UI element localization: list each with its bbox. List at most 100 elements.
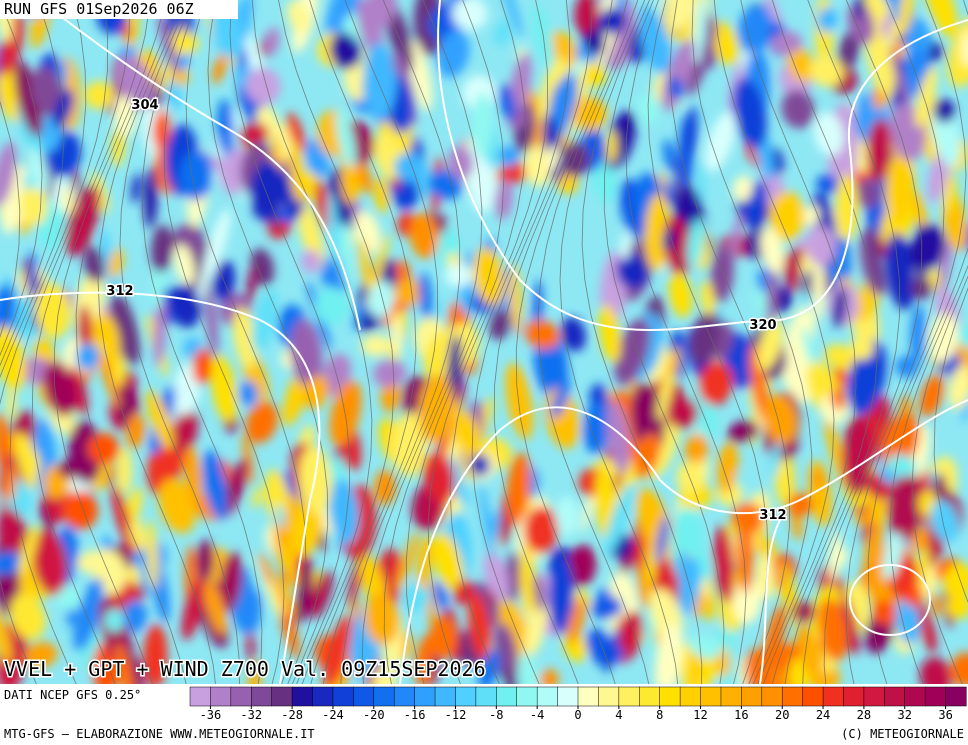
field-cell [0, 449, 10, 499]
colorbar-tick-label: 12 [693, 708, 707, 722]
colorbar-tick-label: -4 [530, 708, 544, 722]
field-cell [691, 379, 718, 442]
colorbar-swatch [312, 686, 334, 707]
field-cell [192, 348, 213, 385]
field-cell [865, 23, 896, 96]
field-cell [448, 145, 474, 180]
field-cell [755, 553, 776, 600]
field-cell [620, 231, 631, 261]
field-cell [76, 550, 111, 573]
streamline [691, 0, 813, 684]
field-cell [760, 227, 785, 274]
field-cell [919, 374, 945, 417]
field-cell [204, 580, 227, 636]
field-cell [57, 457, 89, 479]
field-cell [519, 544, 536, 616]
streamline [0, 101, 21, 339]
field-cell [75, 343, 100, 370]
colorbar-tick-label: 28 [857, 708, 871, 722]
colorbar-tick-label: 8 [656, 708, 663, 722]
streamline [207, 0, 329, 684]
field-cell [181, 577, 206, 641]
field-cell [358, 238, 371, 289]
streamline [340, 0, 461, 684]
field-cell [872, 599, 898, 626]
field-cell [70, 366, 88, 416]
field-cell [850, 336, 874, 360]
field-cell [281, 543, 298, 589]
field-cell [700, 280, 715, 317]
field-cell [143, 624, 168, 684]
field-cell [505, 551, 521, 602]
streamline [625, 0, 747, 684]
field-cell [496, 161, 531, 185]
field-cell [604, 482, 635, 557]
streamline [405, 0, 527, 684]
field-cell [713, 525, 735, 604]
field-cell [290, 319, 323, 389]
colorbar-swatch [720, 686, 742, 707]
field-cell [801, 326, 816, 366]
run-box [0, 0, 238, 19]
field-cell [104, 608, 124, 633]
streamline [0, 0, 109, 684]
field-cell [687, 218, 705, 270]
contour-line [437, 0, 968, 331]
field-cell [937, 236, 953, 300]
footer-left: MTG-GFS — ELABORAZIONE WWW.METEOGIORNALE… [4, 727, 315, 741]
contour-line [39, 0, 361, 331]
field-cell [733, 175, 753, 202]
field-cell [27, 147, 49, 194]
colorbar-tick-label: -16 [404, 708, 426, 722]
field-cell [447, 334, 463, 403]
colorbar-swatch [884, 686, 906, 707]
streamline [383, 0, 505, 684]
field-cell [493, 20, 512, 47]
field-cell [116, 447, 133, 494]
field-cell [915, 601, 937, 653]
field-cell [361, 334, 391, 357]
field-cell [394, 152, 425, 182]
field-cell [690, 309, 720, 365]
field-cell [138, 562, 154, 596]
field-cell [518, 651, 540, 684]
field-cell [238, 380, 258, 407]
field-cell [867, 222, 886, 298]
field-cell [245, 67, 281, 105]
field-cell [73, 578, 104, 651]
streamline [309, 0, 417, 684]
streamline [559, 0, 679, 684]
field-cell [19, 187, 48, 225]
field-cell [78, 304, 93, 354]
field-cell [335, 109, 357, 169]
contour-label: 304 [131, 98, 158, 113]
field-cell [561, 317, 586, 352]
colorbar-swatch [924, 686, 947, 707]
map [0, 0, 968, 684]
streamline [515, 0, 628, 684]
field-cell [222, 458, 248, 517]
field-cell [668, 271, 693, 318]
colorbar-tick-label: 16 [734, 708, 748, 722]
field-cell [818, 598, 848, 662]
run-label: RUN GFS 01Sep2026 06Z [4, 0, 194, 18]
field-cell [479, 483, 495, 559]
colorbar-swatch [802, 686, 824, 707]
colorbar-swatch [434, 686, 457, 707]
colorbar-swatch [516, 686, 538, 707]
field-cell [666, 396, 699, 429]
field-cell [955, 335, 968, 391]
field-cell [696, 157, 706, 208]
streamline [603, 0, 725, 684]
streamline [889, 264, 968, 684]
field-cell [538, 56, 568, 123]
streamline [581, 0, 703, 684]
field-cell [644, 193, 671, 272]
contour-label: 320 [749, 318, 776, 333]
field-cell [727, 420, 759, 443]
field-cell [309, 570, 333, 619]
field-cell [636, 93, 661, 124]
field-cell [774, 285, 792, 313]
field-cell [478, 649, 501, 684]
